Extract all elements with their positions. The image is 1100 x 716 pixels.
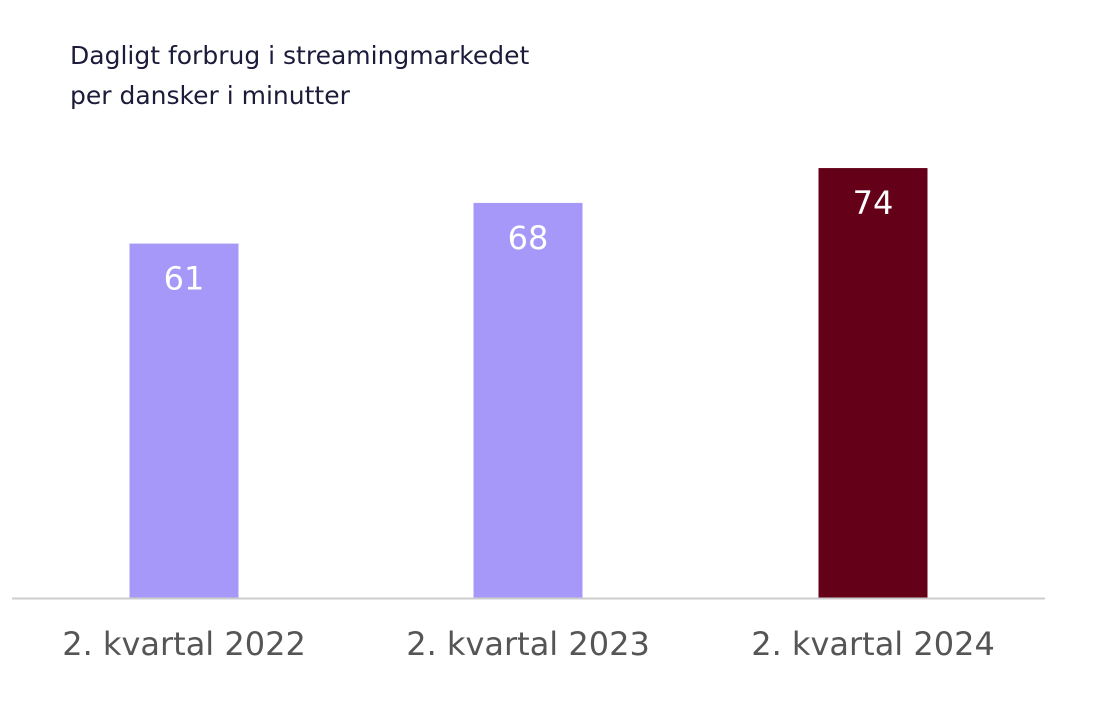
x-tick-label: 2. kvartal 2024 — [751, 625, 995, 663]
chart-title: Dagligt forbrug i streamingmarkedet per … — [70, 36, 529, 116]
x-tick-label: 2. kvartal 2022 — [62, 625, 306, 663]
chart-title-line-1: Dagligt forbrug i streamingmarkedet — [70, 41, 530, 70]
data-label: 61 — [164, 260, 205, 298]
bar — [473, 202, 583, 599]
x-tick-label: 2. kvartal 2023 — [406, 625, 650, 663]
data-label: 74 — [853, 184, 894, 222]
bar — [818, 168, 928, 598]
chart-title-line-2: per dansker i minutter — [70, 81, 350, 110]
data-label: 68 — [508, 219, 549, 257]
bar — [129, 243, 239, 598]
